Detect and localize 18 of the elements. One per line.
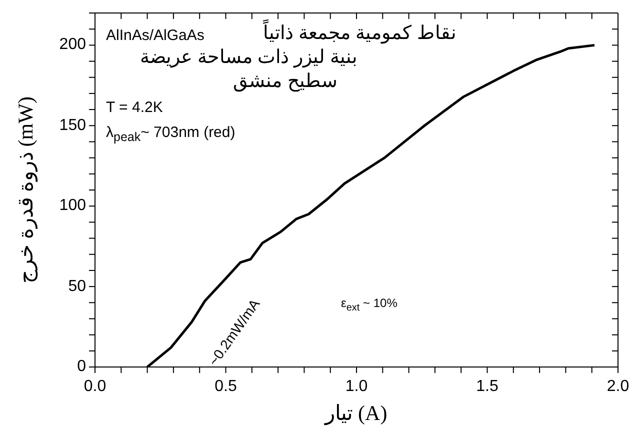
y-tick-label: 50 bbox=[68, 278, 86, 295]
y-tick-label: 200 bbox=[58, 36, 86, 54]
annotation: AlInAs/AlGaAs bbox=[106, 27, 204, 44]
annotation: سطيح منشق bbox=[233, 71, 338, 93]
x-tick-label: 0.0 bbox=[84, 378, 106, 395]
annotation: بنية ليزر ذات مساحة عريضة bbox=[140, 47, 358, 69]
x-tick-label: 0.5 bbox=[214, 378, 237, 395]
x-tick-label: 1.0 bbox=[345, 378, 368, 395]
annotation: ε$_{ext}$ ~ 10% bbox=[341, 296, 398, 314]
x-tick-label: 1.5 bbox=[476, 378, 498, 395]
y-tick-label: 100 bbox=[59, 197, 86, 214]
x-axis-title: تيار (A) bbox=[323, 401, 388, 426]
annotation: T = 4.2K bbox=[106, 99, 163, 116]
annotation: λ$_{peak}$~ 703nm (red) bbox=[106, 124, 236, 145]
y-tick-label: 0 bbox=[76, 358, 86, 376]
x-tick-label: 2.0 bbox=[606, 378, 630, 395]
y-tick-label: 150 bbox=[59, 116, 86, 134]
y-axis-title: ذروة قدرة خرج (mW) bbox=[14, 96, 38, 284]
